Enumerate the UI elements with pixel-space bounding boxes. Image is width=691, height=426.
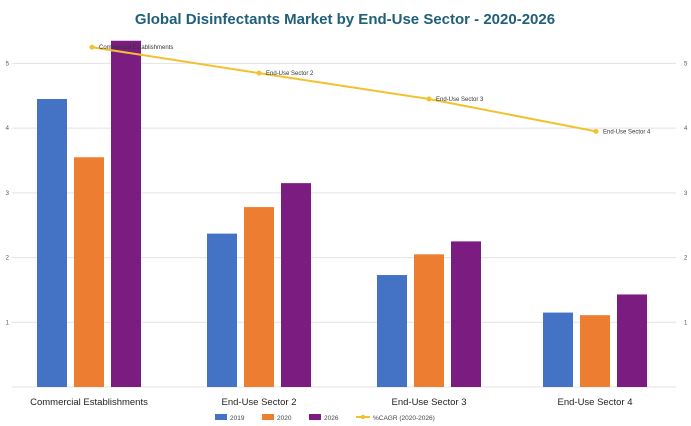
- cagr-point-label: End-Use Sector 3: [436, 97, 484, 103]
- bar-2019-1: [207, 233, 237, 387]
- cagr-point-label: End-Use Sector 2: [266, 71, 314, 77]
- legend-label: 2026: [324, 415, 339, 422]
- category-label: End-Use Sector 2: [222, 397, 297, 408]
- bar-2026-1: [281, 183, 311, 387]
- category-labels: Commercial Establishments End-Use Sector …: [30, 397, 632, 408]
- bar-2020-0: [74, 157, 104, 387]
- legend-label: 2019: [230, 415, 245, 422]
- right-tick-label: 3: [684, 191, 688, 197]
- cagr-line: Commercial Establishments End-Use Sector …: [89, 44, 651, 135]
- right-tick-label: 4: [684, 126, 688, 132]
- cagr-line-path: [91, 46, 597, 133]
- cagr-point-label: End-Use Sector 4: [603, 129, 651, 135]
- left-axis: 1 2 3 4 5: [6, 61, 10, 326]
- right-tick-label: 1: [684, 320, 688, 326]
- right-axis: 1 2 3 4 5: [684, 61, 688, 326]
- category-label: Commercial Establishments: [30, 397, 148, 408]
- cagr-point-label: Commercial Establishments: [99, 45, 173, 51]
- bar-2019-3: [543, 312, 573, 387]
- chart-title: Global Disinfectants Market by End-Use S…: [135, 11, 555, 28]
- legend-swatch: [215, 414, 227, 420]
- bar-2026-3: [617, 294, 647, 387]
- bars: [37, 40, 647, 388]
- legend: 2019 2020 2026 %CAGR (2020-2026): [215, 414, 435, 422]
- legend-swatch: [262, 414, 274, 420]
- bar-2020-2: [414, 254, 444, 387]
- legend-label: %CAGR (2020-2026): [373, 415, 435, 422]
- category-label: End-Use Sector 3: [392, 397, 467, 408]
- bar-2019-0: [37, 99, 67, 388]
- legend-label: 2020: [277, 415, 292, 422]
- left-tick-label: 4: [6, 126, 10, 132]
- right-tick-label: 5: [684, 61, 688, 67]
- category-label: End-Use Sector 4: [558, 397, 633, 408]
- bar-2020-3: [580, 315, 610, 387]
- legend-marker: [360, 414, 366, 420]
- left-tick-label: 3: [6, 191, 10, 197]
- bar-2026-0: [111, 40, 141, 387]
- left-tick-label: 5: [6, 61, 10, 67]
- cagr-point: [89, 44, 95, 50]
- legend-swatch: [309, 414, 321, 420]
- bar-2026-2: [451, 241, 481, 387]
- cagr-point: [426, 96, 432, 102]
- cagr-point: [593, 128, 599, 134]
- left-tick-label: 1: [6, 320, 10, 326]
- right-tick-label: 2: [684, 256, 688, 262]
- left-tick-label: 2: [6, 256, 10, 262]
- bar-2019-2: [377, 275, 407, 387]
- bar-2020-1: [244, 207, 274, 387]
- cagr-point: [256, 70, 262, 76]
